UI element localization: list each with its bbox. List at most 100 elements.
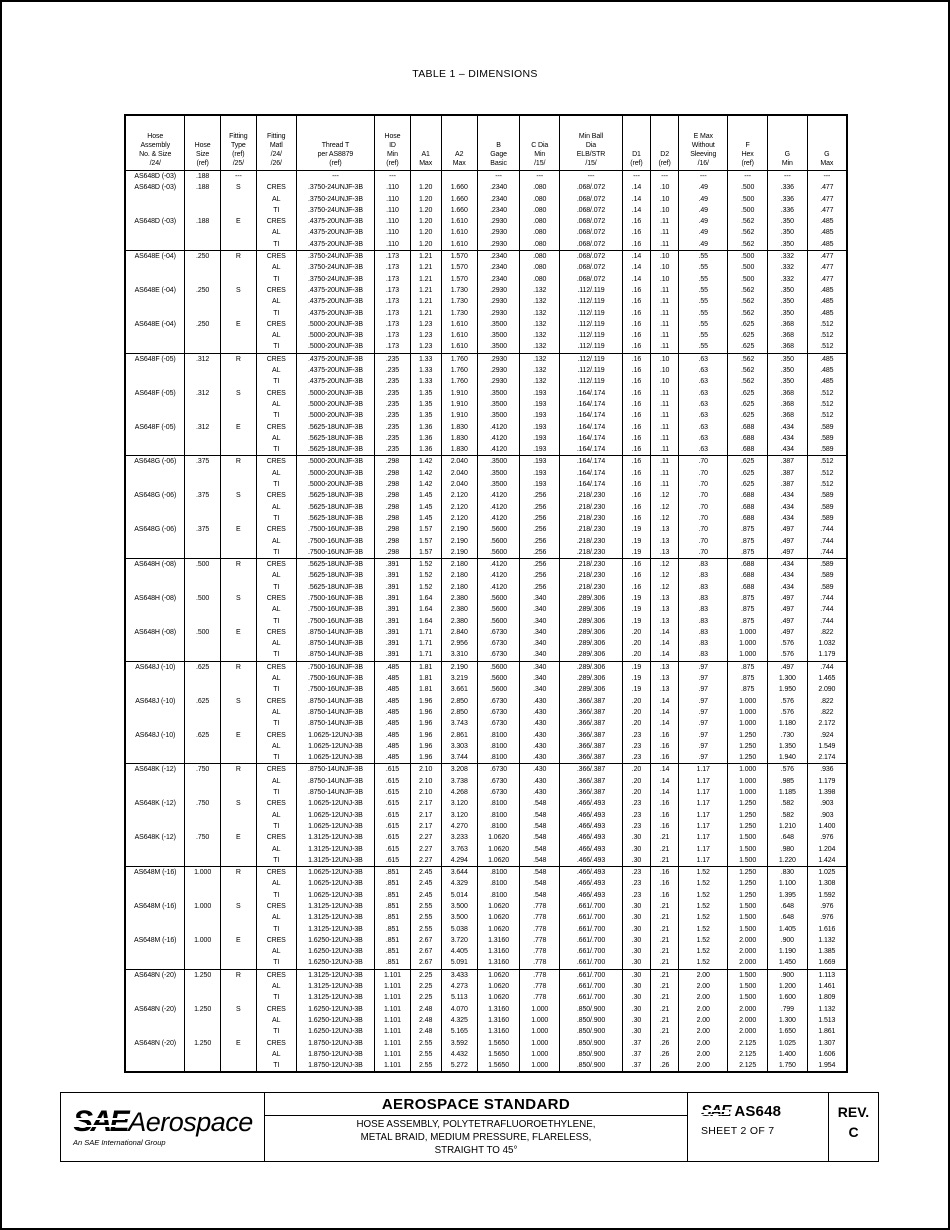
table-cell: .4375-20UNJF-3B	[295, 216, 376, 228]
table-cell: 1.940	[767, 752, 808, 764]
table-cell: CRES	[255, 455, 297, 468]
table-cell: 1.35	[409, 398, 442, 411]
table-cell	[219, 193, 257, 205]
table-cell: 1.000	[727, 775, 768, 788]
table-cell: 2.000	[727, 1026, 768, 1038]
table-cell: .080	[519, 273, 561, 285]
table-cell: .340	[519, 649, 561, 662]
table-cell: .485	[806, 352, 848, 366]
table-cell	[219, 809, 257, 821]
table-cell: .193	[519, 467, 561, 480]
table-cell: .485	[806, 296, 848, 308]
table-cell: .63	[678, 421, 729, 433]
table-cell: .30	[621, 1026, 652, 1038]
table-cell: S	[219, 592, 257, 605]
table-cell: .2930	[476, 352, 521, 366]
table-cell: 3.208	[440, 763, 478, 776]
table-cell: .340	[519, 626, 561, 639]
table-row: AS648E (-04) .250 S CRES .4375-20UNJF-3B .173…	[124, 284, 848, 297]
table-cell: 1.513	[806, 1014, 848, 1027]
table-cell: .5600	[476, 546, 521, 559]
table-cell: .4375-20UNJF-3B	[295, 284, 376, 297]
table-cell: .23	[621, 798, 652, 810]
table-cell: .112/.119	[559, 341, 623, 354]
table-cell	[184, 273, 221, 285]
table-cell: .23	[621, 729, 652, 741]
table-cell: .2340	[476, 273, 521, 285]
table-cell: .21	[650, 1003, 680, 1015]
table-cell	[184, 410, 221, 422]
table-cell	[184, 535, 221, 547]
table-cell: AL	[255, 296, 297, 308]
table-cell: CRES	[255, 1037, 297, 1049]
table-cell: .2930	[476, 365, 521, 377]
table-cell: 1.6250-12UNJ-3B	[295, 1026, 376, 1038]
table-cell: 1.35	[409, 387, 442, 399]
table-cell: .391	[374, 570, 411, 582]
table-cell: .63	[678, 352, 729, 366]
table-cell: .850/.900	[559, 1026, 623, 1038]
table-cell: .5600	[476, 615, 521, 627]
table-cell: ---	[476, 170, 521, 183]
table-cell: AL	[255, 912, 297, 924]
table-cell: .562	[727, 365, 768, 377]
table-cell: .14	[650, 775, 680, 788]
table-cell: .218/.230	[559, 535, 623, 547]
table-cell: TI	[255, 410, 297, 422]
table-cell	[124, 957, 186, 970]
table-row: AS648F (-05) .312 E CRES .5625-18UNJF-3B .235…	[124, 421, 848, 433]
table-cell: 1.910	[440, 410, 478, 422]
table-cell: 4.294	[440, 854, 478, 867]
table-cell: ---	[559, 170, 623, 183]
table-cell: .20	[621, 706, 652, 719]
table-cell: S	[219, 490, 257, 502]
table-cell: .193	[519, 387, 561, 399]
table-cell: .366/.387	[559, 763, 623, 776]
table-cell: .875	[727, 615, 768, 627]
table-row: TI .3750-24UNJF-3B .173 1.21 1.570.2340.080.…	[124, 273, 848, 285]
table-row: TI 1.8750-12UNJ-3B 1.101 2.55 5.272 1.5650 1.0…	[124, 1060, 848, 1073]
table-cell: .366/.387	[559, 695, 623, 707]
table-cell: 5.165	[440, 1026, 478, 1038]
table-cell	[219, 957, 257, 970]
table-cell: AS648N (-20)	[124, 1003, 186, 1015]
table-cell: 1.21	[409, 284, 442, 297]
table-cell: E	[219, 421, 257, 433]
table-row: AS648K (-12) .750 S CRES 1.0625-12UNJ-3B .615…	[124, 798, 848, 810]
table-row: AS648N (-20) 1.250 E CRES 1.8750-12UNJ-3B 1.1…	[124, 1037, 848, 1049]
table-cell	[219, 775, 257, 788]
table-cell: 1.760	[440, 365, 478, 377]
table-cell	[184, 615, 221, 627]
table-cell: .112/.119	[559, 296, 623, 308]
table-cell: .3500	[476, 467, 521, 480]
table-cell: .5000-20UNJF-3B	[295, 467, 376, 480]
table-cell	[124, 1026, 186, 1038]
table-cell: .589	[806, 490, 848, 502]
table-cell: .8750-14UNJF-3B	[295, 718, 376, 730]
table-cell: .21	[650, 934, 680, 947]
table-cell: .778	[519, 946, 561, 958]
table-cell: ---	[767, 170, 808, 183]
table-cell: CRES	[255, 1003, 297, 1015]
table-cell: .8750-14UNJF-3B	[295, 626, 376, 639]
table-cell: TI	[255, 923, 297, 935]
table-cell: .366/.387	[559, 718, 623, 730]
table-row: TI .4375-20UNJF-3B .235 1.33 1.760.2930.132.…	[124, 376, 848, 388]
table-cell: 4.432	[440, 1048, 478, 1061]
table-cell: .11	[650, 307, 680, 319]
table-cell: .16	[621, 318, 652, 331]
table-cell: .500	[184, 592, 221, 605]
table-cell: 2.10	[409, 775, 442, 788]
table-cell: .4120	[476, 581, 521, 593]
table-cell: .387	[767, 467, 808, 480]
table-cell: .112/.119	[559, 352, 623, 366]
table-cell	[184, 1014, 221, 1027]
table-cell: .132	[519, 352, 561, 366]
table-cell: .615	[374, 820, 411, 833]
table-cell	[124, 809, 186, 821]
table-cell: .112/.119	[559, 284, 623, 297]
table-cell: .500	[727, 262, 768, 274]
table-cell	[409, 170, 442, 183]
table-cell: TI	[255, 1060, 297, 1073]
table-cell: .14	[650, 763, 680, 776]
